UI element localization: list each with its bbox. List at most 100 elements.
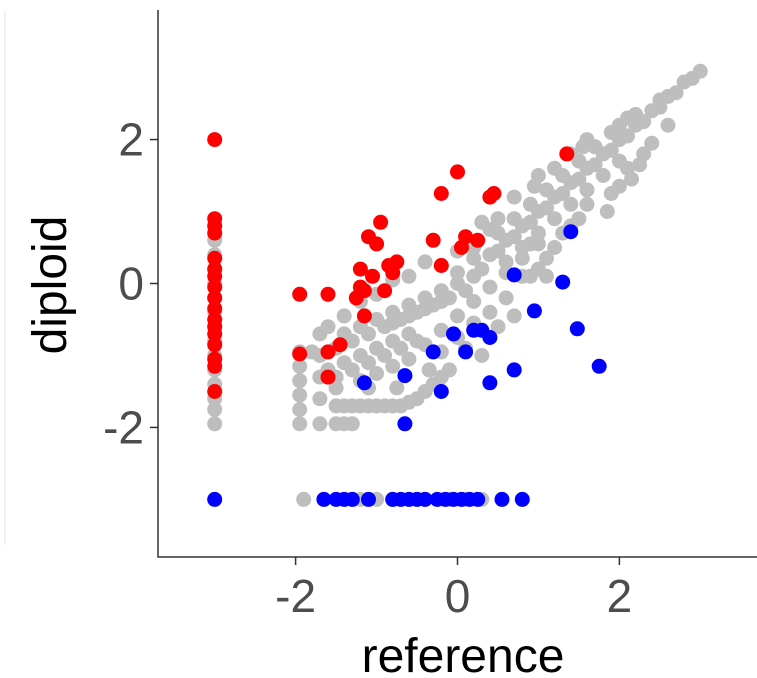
data-point: [522, 214, 538, 230]
data-point: [344, 362, 360, 378]
x-tick-label: 2: [607, 570, 633, 622]
data-point: [369, 236, 385, 252]
data-point: [389, 254, 405, 270]
data-point: [555, 274, 571, 290]
data-point: [292, 346, 308, 362]
data-point: [369, 366, 385, 381]
data-point: [332, 337, 348, 353]
data-point: [385, 358, 401, 374]
data-point: [466, 250, 482, 266]
data-point: [377, 283, 393, 299]
data-point: [373, 214, 389, 230]
data-point: [344, 491, 360, 507]
data-point: [320, 319, 336, 335]
data-point: [450, 308, 465, 324]
data-point: [470, 491, 486, 507]
data-point: [530, 225, 546, 241]
data-point: [421, 362, 437, 378]
data-point: [514, 250, 530, 266]
y-tick-label: 0: [118, 258, 144, 310]
data-point: [450, 164, 465, 180]
data-point: [539, 182, 554, 198]
points-layer: [207, 63, 708, 507]
data-point: [470, 232, 486, 248]
data-point: [458, 229, 474, 245]
data-point: [401, 268, 417, 284]
data-point: [522, 236, 538, 252]
data-point: [482, 375, 498, 391]
data-point: [603, 186, 619, 201]
data-point: [304, 344, 320, 360]
data-point: [292, 387, 308, 403]
data-point: [312, 391, 328, 407]
data-point: [365, 268, 380, 284]
data-point: [482, 279, 498, 295]
data-point: [207, 290, 223, 306]
data-point: [401, 308, 417, 324]
data-point: [490, 319, 506, 335]
data-point: [474, 214, 490, 230]
data-point: [539, 200, 554, 216]
data-point: [320, 344, 336, 360]
data-point: [506, 189, 522, 205]
data-point: [506, 267, 522, 283]
data-point: [207, 268, 223, 284]
data-point: [377, 348, 393, 363]
data-point: [547, 211, 563, 227]
data-point: [587, 157, 603, 173]
data-point: [207, 279, 223, 295]
data-point: [292, 286, 308, 302]
data-point: [530, 168, 546, 183]
data-point: [352, 261, 368, 277]
data-point: [458, 283, 474, 299]
data-point: [636, 146, 652, 162]
data-point: [296, 491, 312, 507]
data-point: [547, 240, 563, 255]
data-point: [595, 168, 611, 183]
data-point: [425, 344, 441, 360]
data-point: [393, 340, 409, 356]
axes-layer: -2 0 2 -2 0 2: [103, 10, 757, 622]
data-point: [482, 330, 498, 345]
data-point: [389, 380, 405, 396]
data-point: [397, 416, 413, 432]
x-axis-title: reference: [362, 630, 565, 678]
data-point: [644, 135, 660, 151]
data-point: [446, 326, 461, 342]
data-point: [207, 416, 223, 432]
data-point: [569, 321, 585, 337]
data-point: [692, 63, 708, 79]
data-point: [522, 196, 538, 212]
data-point: [292, 402, 308, 417]
data-point: [312, 416, 328, 432]
data-point: [425, 232, 441, 248]
data-point: [579, 196, 595, 212]
data-point: [611, 117, 627, 133]
data-point: [571, 171, 587, 187]
data-point: [494, 491, 510, 507]
data-point: [385, 315, 401, 331]
data-point: [361, 355, 376, 371]
y-tick-label: 2: [118, 114, 144, 166]
data-point: [207, 491, 223, 507]
data-point: [417, 301, 433, 317]
data-point: [458, 344, 474, 360]
data-point: [490, 243, 506, 259]
data-point: [397, 368, 413, 384]
y-axis-title: diploid: [24, 216, 77, 355]
data-point: [660, 117, 676, 133]
data-point: [591, 358, 607, 374]
data-point: [620, 128, 635, 144]
data-point: [361, 491, 376, 507]
data-point: [292, 416, 308, 432]
data-point: [563, 196, 579, 212]
data-point: [207, 301, 223, 317]
data-point: [466, 294, 482, 309]
data-point: [559, 146, 575, 162]
data-point: [547, 160, 563, 176]
data-point: [474, 348, 490, 363]
data-point: [539, 268, 554, 284]
data-point: [207, 358, 223, 374]
data-point: [522, 268, 538, 284]
